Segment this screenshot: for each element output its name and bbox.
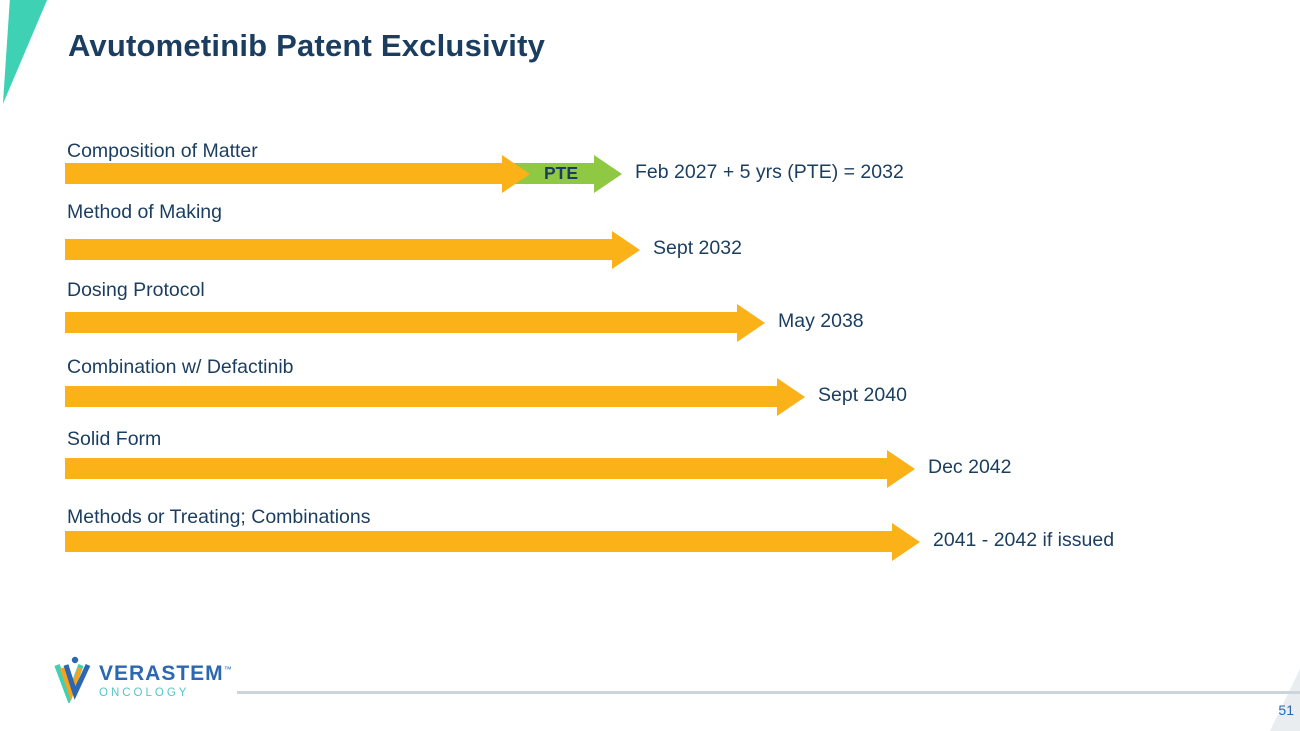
logo-wordmark-text: VERASTEM [99, 661, 224, 685]
bar-arrow [65, 163, 502, 184]
row-label: Composition of Matter [67, 140, 258, 162]
logo-text-block: VERASTEM™ ONCOLOGY [99, 659, 233, 700]
verastem-logo-icon [54, 656, 91, 703]
row-label: Method of Making [67, 201, 223, 223]
bar-arrow [65, 312, 737, 333]
date-label: Sept 2032 [653, 237, 742, 259]
logo-subtext: ONCOLOGY [99, 686, 190, 699]
logo-wordmark: VERASTEM™ [99, 659, 233, 685]
footer-divider-line [237, 691, 1300, 694]
page-number: 51 [1278, 702, 1294, 718]
bar-arrow [65, 239, 612, 260]
date-label: 2041 - 2042 if issued [933, 529, 1115, 551]
row-label: Combination w/ Defactinib [67, 356, 294, 378]
bar-arrow [65, 458, 887, 479]
slide-title: Avutometinib Patent Exclusivity [68, 28, 546, 63]
row-label: Dosing Protocol [67, 279, 205, 301]
bar-arrow [65, 386, 777, 407]
row-label: Methods or Treating; Combinations [67, 506, 371, 528]
trademark-symbol: ™ [223, 664, 233, 674]
verastem-logo: VERASTEM™ ONCOLOGY [54, 655, 233, 703]
pte-label: PTE [543, 163, 579, 183]
date-label: Sept 2040 [818, 384, 907, 406]
date-label: Feb 2027 + 5 yrs (PTE) = 2032 [635, 161, 904, 183]
date-label: May 2038 [778, 310, 864, 332]
date-label: Dec 2042 [928, 456, 1012, 478]
row-label: Solid Form [67, 428, 162, 450]
bar-arrow [65, 531, 892, 552]
